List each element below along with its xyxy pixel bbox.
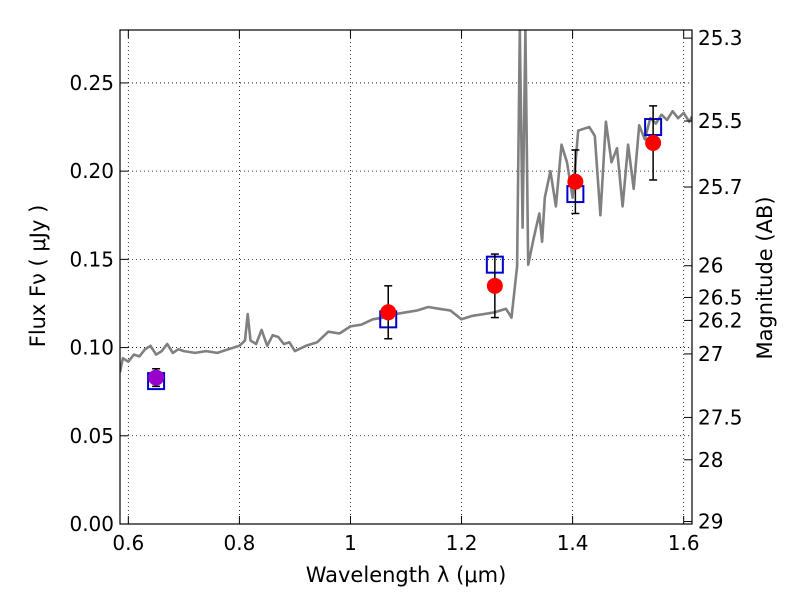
- plot-frame: [119, 29, 693, 525]
- grid-lines: [120, 30, 692, 525]
- observed-photometry-point: [567, 173, 584, 190]
- y-axis-label: Flux Fν ( μJy ): [26, 205, 50, 348]
- spectrum-layer: [120, 30, 692, 373]
- y2-tick-label: 25.3: [698, 26, 743, 50]
- x-axis-label: Wavelength λ (μm): [306, 563, 507, 587]
- x-tick-label: 1.2: [446, 531, 478, 555]
- x-tick-label: 1.4: [557, 531, 589, 555]
- y2-tick-label: 25.5: [698, 109, 743, 133]
- y2-tick-label: 27: [698, 342, 723, 366]
- marker-layer: [147, 105, 663, 391]
- y-tick-label: 0.00: [69, 512, 114, 536]
- observed-photometry-point: [645, 134, 662, 151]
- observed-photometry-point: [380, 304, 397, 321]
- x-tick-label: 1.6: [668, 531, 700, 555]
- spectrum-line: [120, 30, 692, 373]
- y-tick-label: 0.05: [69, 424, 114, 448]
- y2-tick-label: 26: [698, 254, 723, 278]
- x-tick-label: 0.8: [223, 531, 255, 555]
- y2-tick-label: 29: [698, 510, 723, 534]
- tick-marks: [120, 30, 692, 525]
- tick-labels: 0.6 0.8 1 1.2 1.4 1.6 0.00 0.05 0.10 0.15 0.20 0.25…: [69, 26, 742, 555]
- x-tick-label: 1: [344, 531, 357, 555]
- observed-photometry-point: [148, 369, 165, 386]
- y-tick-label: 0.15: [69, 247, 114, 271]
- y-tick-label: 0.25: [69, 71, 114, 95]
- y2-tick-label: 27.5: [698, 405, 743, 429]
- x-tick-label: 0.6: [112, 531, 144, 555]
- y-tick-label: 0.10: [69, 336, 114, 360]
- y2-tick-label: 28: [698, 448, 723, 472]
- y2-tick-label: 25.7: [698, 175, 743, 199]
- y2-tick-label: 26.5: [698, 285, 743, 309]
- observed-photometry-point: [486, 277, 503, 294]
- y-tick-label: 0.20: [69, 159, 114, 183]
- y2-tick-label: 26.2: [698, 308, 743, 332]
- y2-axis-label: Magnitude (AB): [753, 196, 777, 359]
